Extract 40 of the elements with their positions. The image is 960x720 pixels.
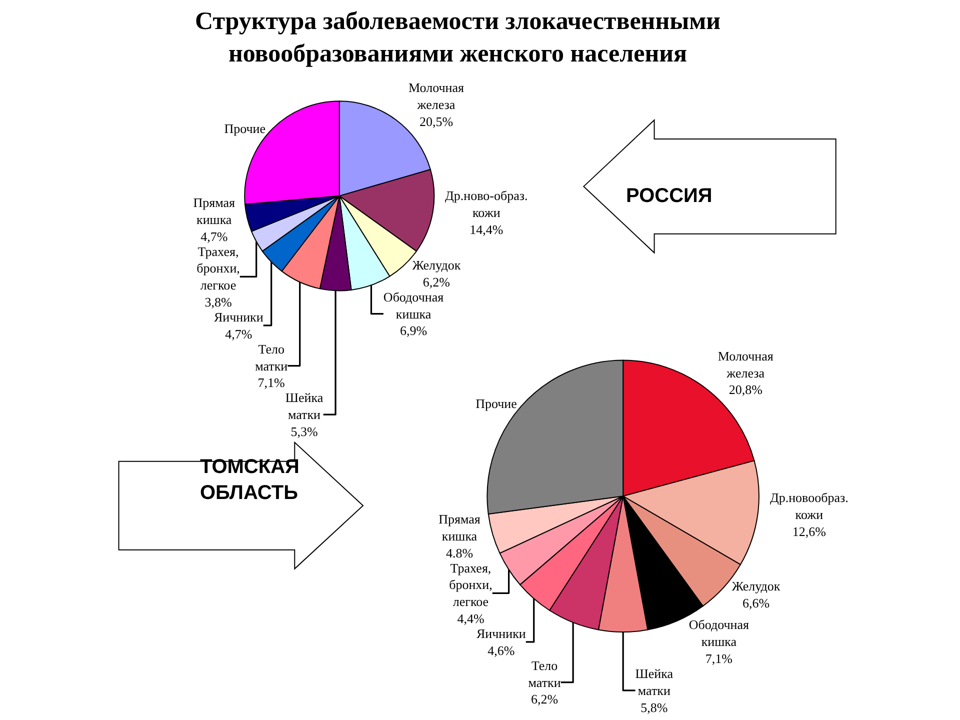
data-label: 5,3% bbox=[290, 424, 318, 439]
data-label: 4.8% bbox=[446, 545, 474, 560]
slice-label: Тело матки bbox=[255, 341, 288, 374]
data-label: 7,1% bbox=[705, 651, 733, 666]
slice-label: Яичники bbox=[476, 626, 526, 642]
text: РОССИЯ bbox=[626, 185, 712, 207]
data-label: 4,6% bbox=[488, 642, 515, 658]
chart-title: Структура заболеваемости злокачественными новообразованиями женского населения bbox=[195, 8, 721, 68]
slice-label: Тело матки bbox=[528, 658, 561, 690]
slice-label: Шейка матки bbox=[635, 666, 674, 698]
slice-label: Др.ново-образ. кожи bbox=[445, 188, 528, 220]
data-label: 7,1% bbox=[258, 375, 286, 390]
slice-label: Шейка матки bbox=[285, 390, 324, 422]
slice-label: Прямая кишка bbox=[193, 194, 236, 227]
slice-label: Желудок bbox=[732, 578, 781, 594]
data-label: 4,7% bbox=[225, 326, 252, 342]
slice-label: Трахея, бронхи, легкое bbox=[449, 560, 492, 610]
slice-label: Прочие bbox=[476, 396, 518, 411]
data-label: 14,4% bbox=[470, 222, 504, 238]
data-label: 5,8% bbox=[640, 700, 668, 715]
slice-label: Прочие bbox=[224, 120, 266, 136]
data-label: 6,2% bbox=[531, 692, 558, 707]
data-label: 20,8% bbox=[728, 382, 763, 398]
slice-label: Трахея, бронхи, легкое bbox=[196, 244, 240, 293]
data-label: 6,2% bbox=[422, 274, 450, 290]
slice-label: Молочная железа bbox=[718, 348, 774, 380]
slice-label: Ободочная кишка bbox=[383, 289, 444, 322]
slice-label: Яичники bbox=[214, 309, 264, 324]
slice-label: Молочная железа bbox=[408, 80, 464, 112]
data-label: 4,4% bbox=[457, 611, 484, 626]
data-label: 6,9% bbox=[400, 323, 428, 338]
slice-label: Желудок bbox=[412, 258, 462, 273]
slice-label: Ободочная кишка bbox=[688, 617, 750, 650]
data-label: 6,6% bbox=[742, 595, 770, 610]
data-label: 20,5% bbox=[419, 114, 454, 129]
data-label: 3,8% bbox=[204, 294, 232, 310]
data-label: 12,6% bbox=[792, 524, 826, 539]
data-label: 4,7% bbox=[200, 228, 228, 244]
slice-label: Прямая кишка bbox=[438, 512, 480, 544]
slice-label: Др.новообраз. кожи bbox=[770, 490, 848, 522]
